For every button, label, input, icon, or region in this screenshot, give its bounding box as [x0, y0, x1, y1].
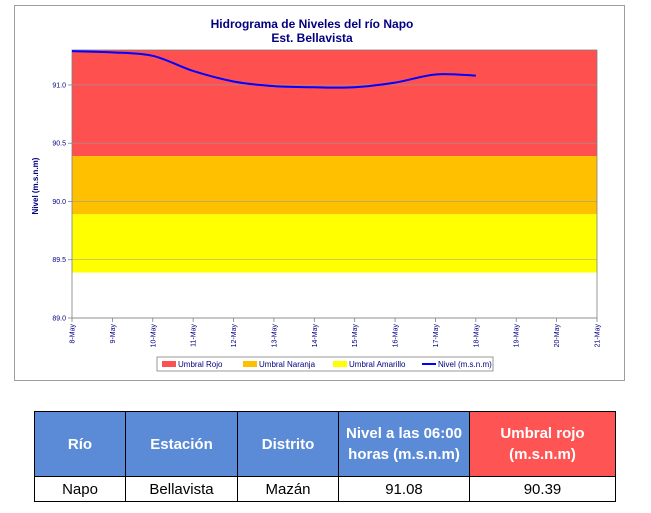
- legend-box: [156, 356, 494, 372]
- hydrograph-chart: Hidrograma de Niveles del río Napo Est. …: [14, 5, 625, 381]
- legend-swatch: [333, 361, 347, 367]
- x-tick-label: 11-May: [191, 324, 198, 347]
- x-tick-label: 13-May: [271, 324, 278, 348]
- x-tick-label: 16-May: [393, 324, 400, 348]
- series-layer: [71, 50, 476, 89]
- y-tick-label: 91.0: [52, 82, 66, 89]
- legend-label: Umbral Rojo: [178, 360, 223, 369]
- threshold-band-umbral-amarillo: [72, 214, 597, 273]
- threshold-bands: [72, 50, 597, 273]
- threshold-band-umbral-naranja: [72, 156, 597, 215]
- header-nivel: Nivel a las 06:00 horas (m.s.n.m): [338, 411, 470, 477]
- header-distrito: Distrito: [237, 411, 339, 477]
- x-tick-label: 19-May: [514, 324, 521, 348]
- summary-table: Río Estación Distrito Nivel a las 06:00 …: [34, 411, 616, 502]
- x-axis-ticks: 8-May 9-May 10-May 11-May 12-May 13-May 14-May…: [70, 318, 602, 347]
- cell-umbral-rojo: 90.39: [469, 476, 616, 502]
- cell-nivel: 91.08: [338, 476, 470, 502]
- header-umbral-rojo: Umbral rojo (m.s.n.m): [469, 411, 616, 477]
- y-tick-label: 90.5: [52, 141, 66, 148]
- chart-legend: Umbral Rojo Umbral Naranja Umbral Amarillo…: [156, 356, 494, 372]
- cell-rio: Napo: [34, 476, 126, 502]
- plot-border: [71, 49, 598, 319]
- legend-label: Umbral Amarillo: [349, 360, 406, 369]
- cell-estacion: Bellavista: [125, 476, 238, 502]
- legend-swatch: [162, 361, 176, 367]
- y-tick-label: 89.5: [52, 257, 66, 264]
- x-tick-label: 9-May: [110, 324, 117, 344]
- table-header-row: Río Estación Distrito Nivel a las 06:00 …: [34, 411, 616, 477]
- y-axis-label: Nivel (m.s.n.m): [31, 157, 40, 214]
- table-row: Napo Bellavista Mazán 91.08 90.39: [34, 476, 616, 502]
- y-axis-ticks: 89.0 89.5 90.0 90.5 91.0: [52, 82, 72, 323]
- legend-swatch: [243, 361, 257, 367]
- legend-label: Nivel (m.s.n.m): [438, 360, 492, 369]
- chart-canvas: Hidrograma de Niveles del río Napo Est. …: [31, 17, 602, 372]
- x-tick-label: 10-May: [150, 324, 157, 348]
- x-tick-label: 21-May: [595, 324, 602, 348]
- threshold-band-umbral-rojo: [72, 50, 597, 157]
- x-tick-label: 12-May: [231, 324, 238, 348]
- x-tick-label: 15-May: [352, 324, 359, 348]
- x-tick-label: 14-May: [312, 324, 319, 348]
- gridlines: [71, 49, 598, 319]
- x-tick-label: 20-May: [554, 324, 561, 348]
- x-tick-label: 17-May: [433, 324, 440, 348]
- y-tick-label: 90.0: [52, 199, 66, 206]
- y-tick-label: 89.0: [52, 316, 66, 323]
- x-tick-label: 8-May: [70, 324, 77, 344]
- header-estacion: Estación: [125, 411, 238, 477]
- x-tick-label: 18-May: [473, 324, 480, 348]
- chart-subtitle: Est. Bellavista: [271, 31, 353, 45]
- chart-title: Hidrograma de Niveles del río Napo: [211, 17, 414, 31]
- header-rio: Río: [34, 411, 126, 477]
- cell-distrito: Mazán: [237, 476, 339, 502]
- legend-label: Umbral Naranja: [259, 360, 316, 369]
